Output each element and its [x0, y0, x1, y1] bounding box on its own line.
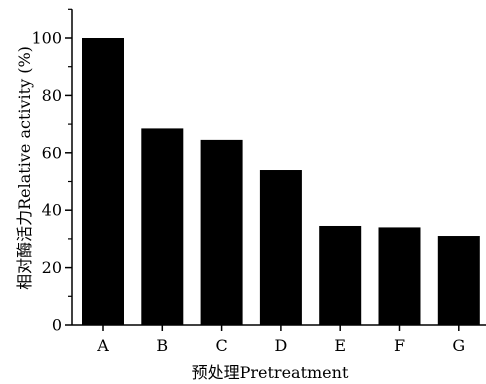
x-tick-label-A: A [96, 336, 109, 355]
bar-C [200, 139, 243, 325]
bar-A [82, 38, 124, 325]
y-tick-label: 100 [31, 29, 62, 48]
x-tick-label-D: D [274, 336, 287, 355]
y-axis [65, 8, 73, 326]
y-tick-labels: 0 20 40 60 80 100 [31, 29, 62, 335]
x-tick-label-C: C [215, 336, 227, 355]
y-tick-label: 0 [52, 316, 62, 335]
y-tick-label: 40 [42, 201, 62, 220]
x-axis-title: 预处理Pretreatment [192, 363, 349, 382]
x-axis [72, 324, 486, 331]
bar-G [437, 236, 480, 325]
y-axis-title: 相对酶活力Relative activity (%) [15, 46, 34, 290]
y-tick-label: 20 [42, 258, 62, 277]
x-tick-label-E: E [334, 336, 346, 355]
y-tick-label: 80 [42, 86, 62, 105]
bar-F [378, 227, 421, 325]
bar-E [319, 225, 362, 325]
x-tick-label-G: G [452, 336, 465, 355]
y-tick-label: 60 [42, 143, 62, 162]
bars [82, 38, 480, 325]
x-tick-label-F: F [394, 336, 405, 355]
x-tick-label-B: B [156, 336, 168, 355]
x-tick-labels: A B C D E F G [96, 336, 465, 355]
bar-D [259, 170, 302, 325]
bar-B [141, 128, 184, 325]
